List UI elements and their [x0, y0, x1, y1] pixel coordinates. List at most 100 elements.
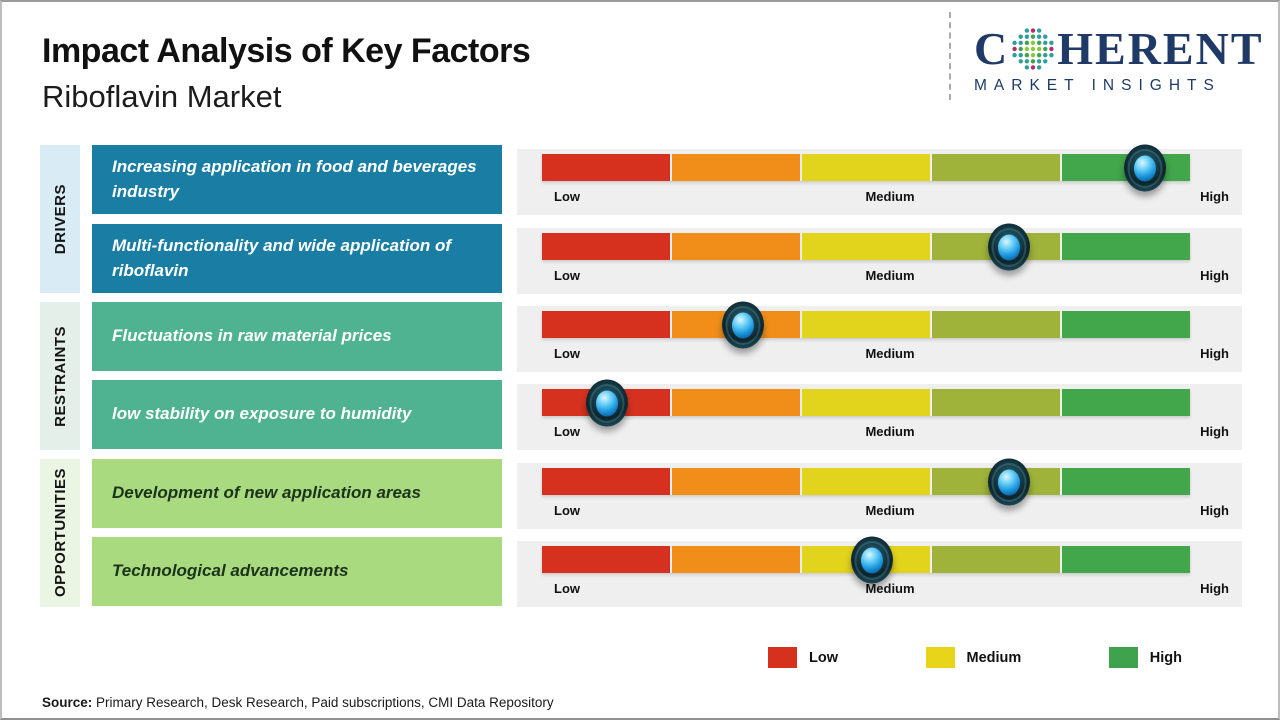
scale-segment — [802, 468, 930, 495]
scale-segment — [672, 389, 800, 416]
impact-marker-orb — [851, 536, 894, 584]
scale-label-low: Low — [554, 268, 580, 283]
factor-box: Multi-functionality and wide application… — [92, 224, 502, 293]
factor-label: Technological advancements — [112, 561, 349, 581]
source-line: Source: Primary Research, Desk Research,… — [42, 695, 554, 710]
scale-segment — [672, 233, 800, 260]
scale-segment — [1062, 546, 1190, 573]
legend-label: Low — [809, 649, 838, 666]
impact-scale-bar — [542, 468, 1190, 495]
factor-label: low stability on exposure to humidity — [112, 404, 412, 424]
impact-marker-orb — [1123, 144, 1166, 192]
scale-label-low: Low — [554, 189, 580, 204]
source-prefix: Source: — [42, 695, 93, 710]
factor-label: Fluctuations in raw material prices — [112, 326, 392, 346]
scale-segment — [932, 154, 1060, 181]
scale-segment — [802, 154, 930, 181]
legend-item-high: High — [1108, 647, 1182, 668]
scale-label-low: Low — [554, 581, 580, 596]
logo-letter: C — [974, 23, 1010, 74]
source-text: Primary Research, Desk Research, Paid su… — [92, 695, 554, 710]
scale-segment — [932, 546, 1060, 573]
scale-segment — [672, 546, 800, 573]
logo-wordmark: C HERENT — [974, 26, 1264, 72]
group-tab-drivers: DRIVERS — [40, 145, 80, 293]
impact-slider-row: Low Medium High — [517, 301, 1242, 372]
legend-label: High — [1149, 649, 1182, 666]
legend-item-low: Low — [768, 647, 838, 668]
scale-label-high: High — [1200, 346, 1229, 361]
impact-scale-bar — [542, 233, 1190, 260]
scale-segment — [1062, 233, 1190, 260]
factor-box: Increasing application in food and bever… — [92, 145, 502, 214]
header: Impact Analysis of Key Factors Riboflavi… — [42, 32, 531, 115]
factor-label: Development of new application areas — [112, 483, 421, 503]
factor-box: low stability on exposure to humidity — [92, 380, 502, 449]
impact-marker-orb — [987, 223, 1030, 271]
scale-segment — [1062, 389, 1190, 416]
impact-marker-orb — [987, 458, 1030, 506]
group-tab-restraints: RESTRAINTS — [40, 302, 80, 450]
scale-segment — [542, 233, 670, 260]
scale-segment — [802, 233, 930, 260]
scale-label-high: High — [1200, 503, 1229, 518]
scale-segment — [1062, 468, 1190, 495]
factor-box: Development of new application areas — [92, 459, 502, 528]
impact-slider-row: Low Medium High — [517, 144, 1242, 215]
scale-segment — [542, 468, 670, 495]
factor-label: Increasing application in food and bever… — [112, 156, 477, 201]
scale-segment — [672, 468, 800, 495]
scale-label-high: High — [1200, 581, 1229, 596]
legend: Low Medium High — [768, 647, 1182, 668]
scale-segment — [542, 546, 670, 573]
legend-swatch-low — [768, 647, 797, 668]
scale-label-medium: Medium — [865, 581, 915, 596]
scale-segment — [542, 311, 670, 338]
scale-label-medium: Medium — [865, 189, 915, 204]
scale-label-medium: Medium — [865, 503, 915, 518]
impact-scale-bar — [542, 389, 1190, 416]
logo-tagline: MARKET INSIGHTS — [974, 77, 1221, 94]
impact-marker-orb — [721, 301, 764, 349]
legend-item-medium: Medium — [925, 647, 1022, 668]
scale-segment — [932, 389, 1060, 416]
group-tab-label: OPPORTUNITIES — [51, 468, 69, 598]
scale-label-high: High — [1200, 189, 1229, 204]
scale-label-low: Low — [554, 424, 580, 439]
group-tab-opportunities: OPPORTUNITIES — [40, 459, 80, 607]
impact-marker-orb — [585, 379, 628, 427]
scale-segment — [542, 154, 670, 181]
impact-scale-bar — [542, 311, 1190, 338]
impact-slider-row: Low Medium High — [517, 536, 1242, 607]
impact-scale-bar — [542, 154, 1190, 181]
page-subtitle: Riboflavin Market — [42, 79, 282, 114]
scale-segment — [802, 389, 930, 416]
scale-segment — [1062, 311, 1190, 338]
company-logo: C HERENT MARKET INSIGHTS — [974, 26, 1264, 95]
scale-label-medium: Medium — [865, 424, 915, 439]
scale-segment — [932, 311, 1060, 338]
page-title: Impact Analysis of Key Factors — [42, 32, 531, 70]
legend-swatch-high — [1108, 647, 1138, 668]
logo-letters: HERENT — [1057, 23, 1264, 74]
scale-label-medium: Medium — [865, 346, 915, 361]
scale-label-medium: Medium — [865, 268, 915, 283]
scale-label-high: High — [1200, 424, 1229, 439]
scale-segment — [802, 311, 930, 338]
legend-label: Medium — [966, 649, 1022, 666]
group-tab-label: RESTRAINTS — [51, 325, 69, 427]
factor-label: Multi-functionality and wide application… — [112, 235, 452, 280]
scale-label-high: High — [1200, 268, 1229, 283]
scale-label-low: Low — [554, 346, 580, 361]
impact-slider-row: Low Medium High — [517, 379, 1242, 450]
logo-dot-globe-icon — [1010, 26, 1056, 72]
impact-slider-row: Low Medium High — [517, 458, 1242, 529]
factor-box: Fluctuations in raw material prices — [92, 302, 502, 371]
scale-segment — [672, 154, 800, 181]
group-tab-label: DRIVERS — [51, 183, 69, 255]
impact-slider-row: Low Medium High — [517, 223, 1242, 294]
logo-divider — [949, 12, 951, 100]
scale-label-low: Low — [554, 503, 580, 518]
legend-swatch-medium — [925, 647, 955, 668]
